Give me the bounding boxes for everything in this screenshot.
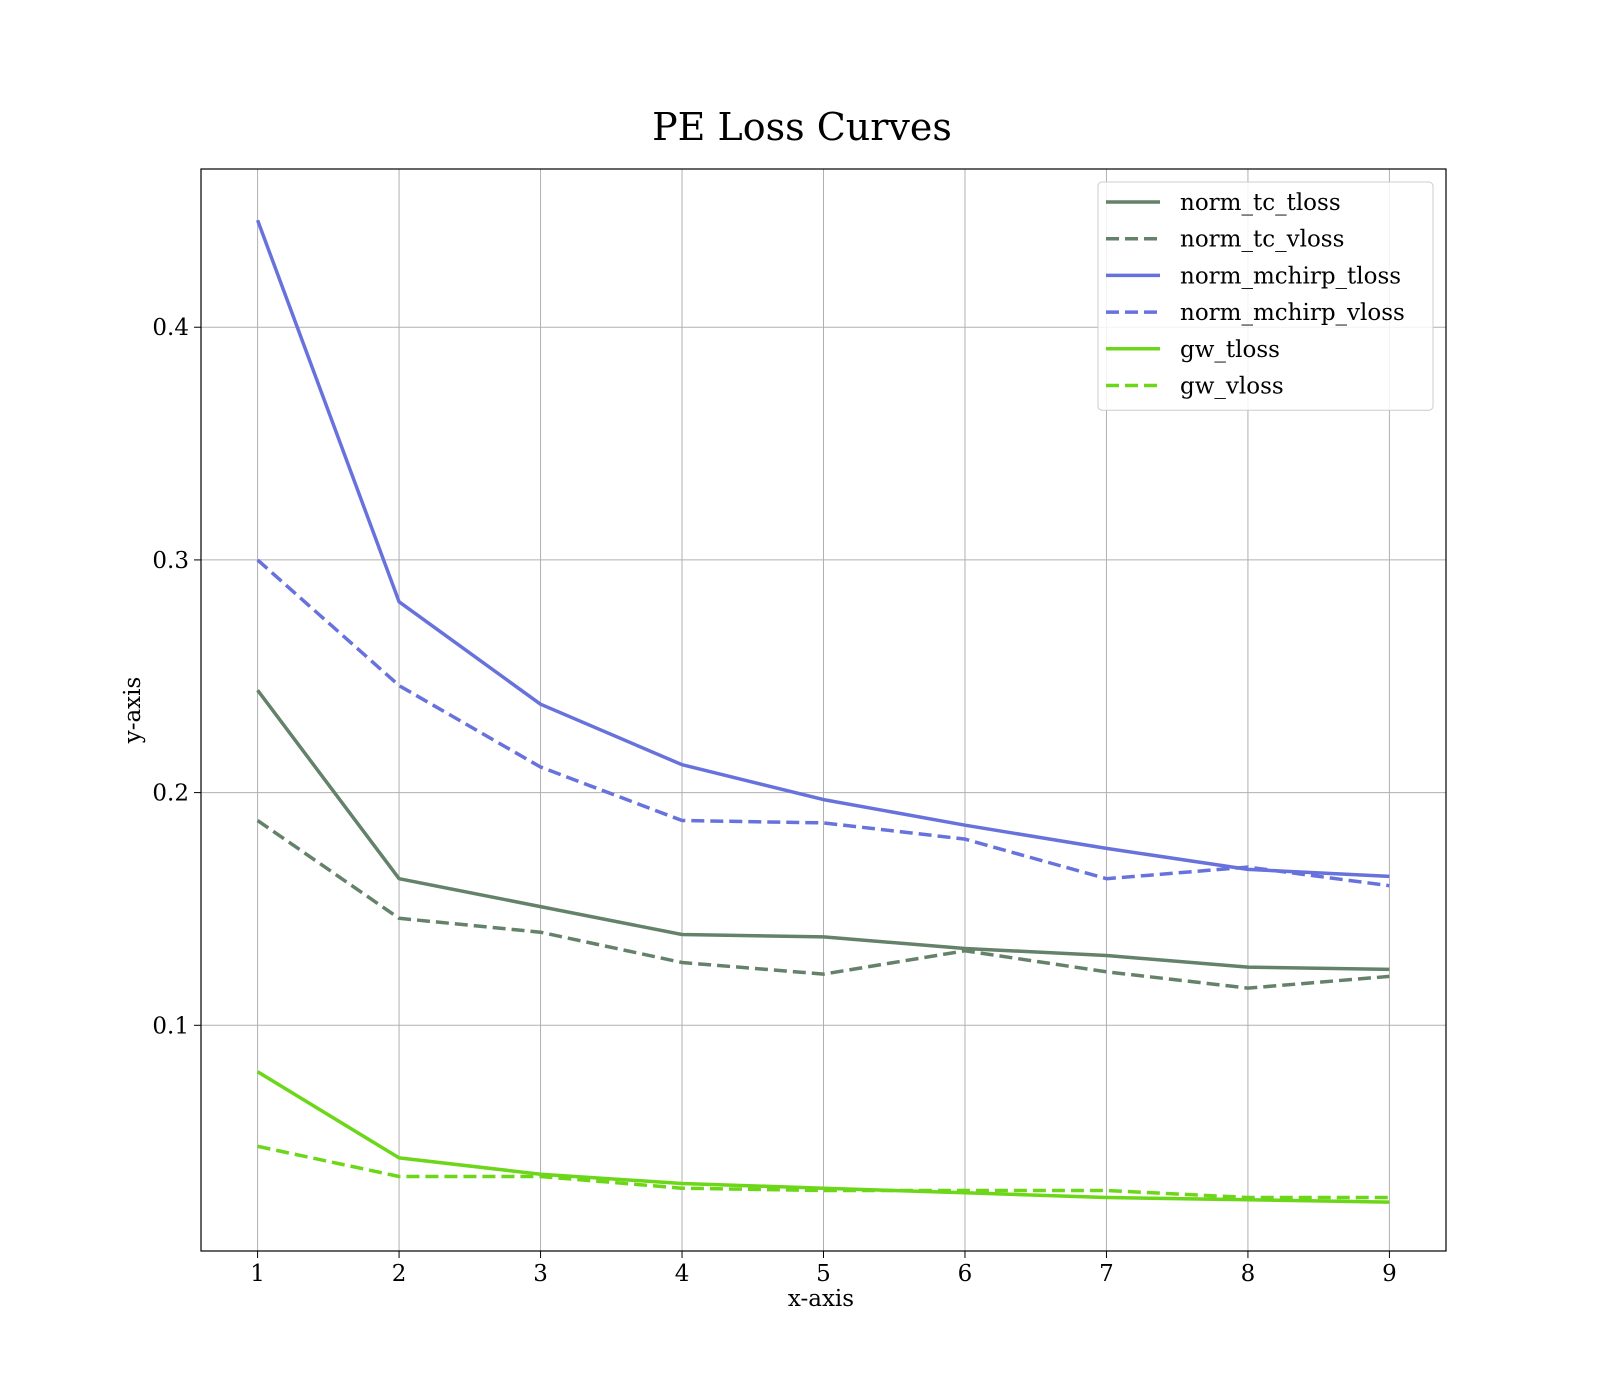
y-axis-label: y-axis xyxy=(120,677,146,745)
legend-label: norm_tc_vloss xyxy=(1180,227,1344,253)
x-tick-label: 9 xyxy=(1382,1261,1397,1287)
legend-label: gw_tloss xyxy=(1180,337,1280,363)
legend-label: gw_vloss xyxy=(1180,374,1284,400)
legend-label: norm_tc_tloss xyxy=(1180,190,1341,216)
y-tick-label: 0.4 xyxy=(152,315,189,341)
x-tick-label: 8 xyxy=(1241,1261,1256,1287)
legend-label: norm_mchirp_tloss xyxy=(1180,263,1401,289)
x-tick-label: 5 xyxy=(816,1261,831,1287)
legend-box xyxy=(1097,181,1434,411)
x-tick-label: 3 xyxy=(533,1261,548,1287)
x-tick-label: 4 xyxy=(675,1261,690,1287)
series-line-norm-mchirp-tloss xyxy=(255,219,1390,879)
legend-label: norm_mchirp_vloss xyxy=(1180,300,1405,326)
y-tick-label: 0.1 xyxy=(152,1013,189,1039)
series-lines xyxy=(255,219,1390,1204)
y-tick-label: 0.3 xyxy=(152,548,189,574)
x-tick-label: 1 xyxy=(250,1261,265,1287)
x-axis-label: x-axis xyxy=(788,1286,854,1312)
axis-ticks: 1 2 3 4 5 6 7 8 9 0.1 0.2 0.3 0.4 xyxy=(152,315,1396,1287)
series-line-gw-vloss xyxy=(257,1144,1390,1200)
x-tick-label: 6 xyxy=(958,1261,973,1287)
y-tick-label: 0.2 xyxy=(152,781,189,807)
chart-title: PE Loss Curves xyxy=(652,105,952,149)
x-tick-label: 7 xyxy=(1099,1261,1114,1287)
series-line-norm-tc-tloss xyxy=(256,689,1390,972)
legend: norm_tc_tloss norm_tc_vloss norm_mchirp_tl… xyxy=(1097,181,1434,411)
series-line-norm-mchirp-vloss xyxy=(256,558,1390,888)
series-line-gw-tloss xyxy=(256,1070,1390,1204)
series-line-norm-tc-vloss xyxy=(256,819,1390,990)
x-tick-label: 2 xyxy=(392,1261,407,1287)
